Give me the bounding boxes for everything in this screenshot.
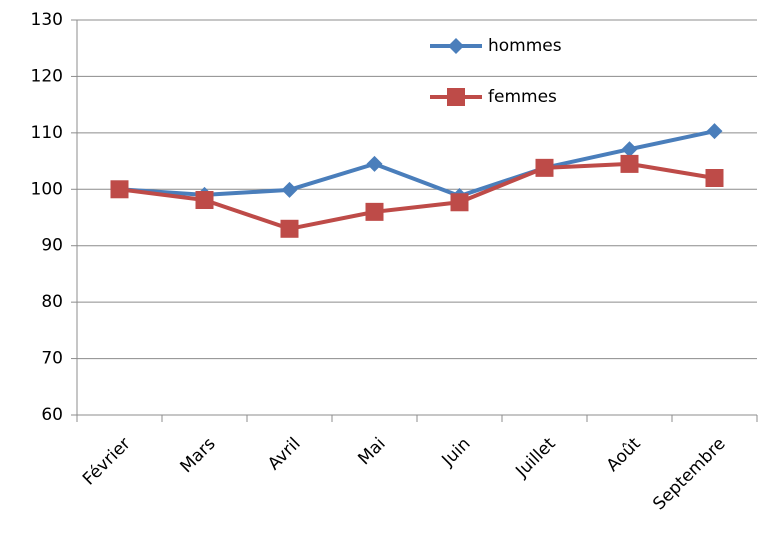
y-tick-label: 100 [31, 179, 63, 199]
marker [110, 180, 129, 199]
x-tick-label: Août [603, 434, 645, 476]
marker [281, 181, 298, 198]
x-tick-label: Septembre [649, 434, 729, 514]
marker [620, 154, 639, 173]
legend-label: femmes [488, 87, 557, 107]
marker [706, 123, 723, 140]
marker [621, 141, 638, 158]
marker [450, 193, 469, 212]
y-tick-label: 110 [31, 123, 63, 143]
legend-entry: hommes [430, 36, 562, 56]
x-tick-label: Juillet [511, 434, 559, 482]
x-tick-label: Mars [176, 434, 219, 477]
legend-marker [447, 88, 465, 106]
y-tick-label: 70 [41, 349, 63, 369]
legend-label: hommes [488, 36, 562, 56]
marker [280, 219, 299, 238]
y-tick-label: 60 [41, 405, 63, 425]
series-line [119, 129, 715, 199]
marker [535, 158, 554, 177]
y-tick-label: 130 [31, 10, 63, 30]
y-tick-label: 120 [31, 66, 63, 86]
x-tick-label: Juin [438, 434, 475, 471]
x-tick-label: Février [79, 434, 135, 490]
y-tick-label: 90 [41, 236, 63, 256]
x-tick-label: Avril [264, 434, 304, 474]
marker [195, 191, 214, 210]
marker [365, 202, 384, 221]
x-tick-label: Mai [354, 434, 389, 469]
y-tick-label: 80 [41, 292, 63, 312]
legend-marker [448, 38, 464, 54]
legend-entry: femmes [430, 87, 557, 107]
marker [705, 169, 724, 187]
marker [366, 155, 383, 172]
series-line [119, 161, 715, 231]
